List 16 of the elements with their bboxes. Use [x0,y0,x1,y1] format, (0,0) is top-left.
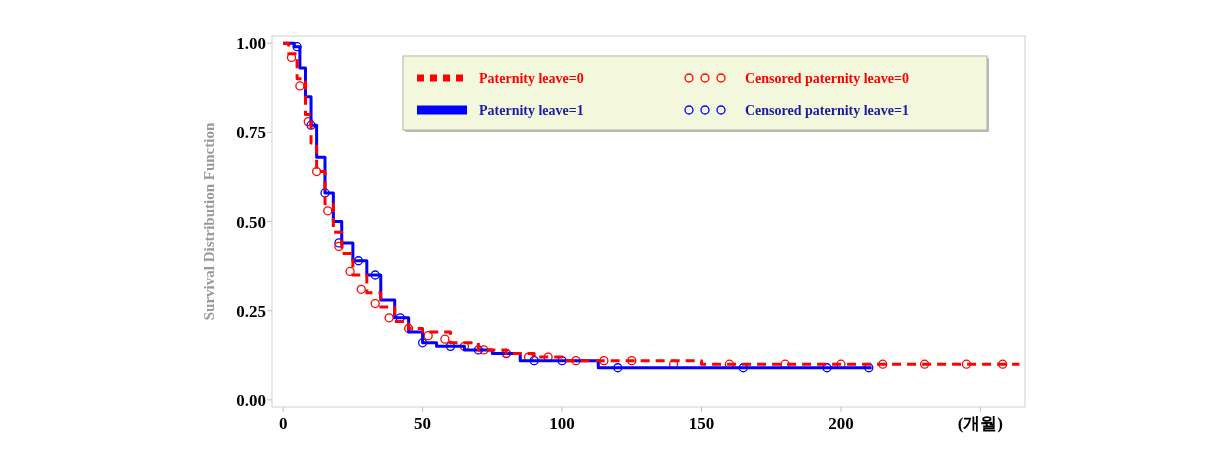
y-tick-label: 1.00 [236,34,266,54]
x-tick-label: 200 [828,414,854,433]
legend-label: Censored paternity leave=1 [745,103,910,118]
y-tick-label: 0.75 [236,123,266,143]
x-tick-label: 50 [414,414,432,433]
legend-label: Paternity leave=1 [479,103,584,118]
y-tick-label: 0.00 [236,390,266,410]
x-tick-label: (개월) [957,414,1004,433]
legend-label: Censored paternity leave=0 [745,71,910,86]
y-tick-label: 0.25 [236,301,266,321]
y-axis-title: Survival Distribution Function [201,122,217,321]
x-tick-label: 150 [688,414,715,433]
x-tick-label: 100 [549,414,575,433]
y-tick-label: 0.50 [236,212,266,232]
legend-label: Paternity leave=0 [479,71,584,86]
x-tick-label: 0 [278,414,288,433]
